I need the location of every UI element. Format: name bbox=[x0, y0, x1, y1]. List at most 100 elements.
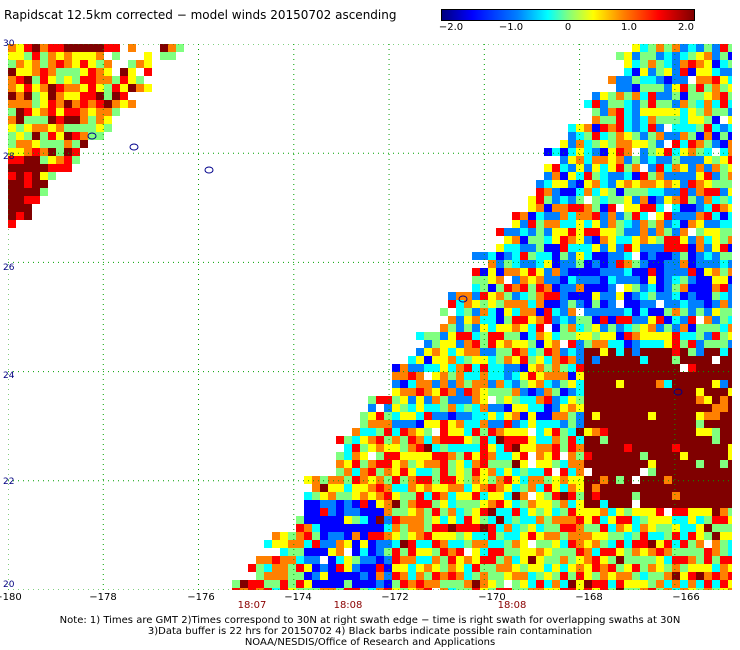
data-cell bbox=[728, 156, 732, 164]
data-cell bbox=[512, 340, 520, 348]
data-cell bbox=[496, 452, 504, 460]
data-cell bbox=[448, 300, 456, 308]
data-cell bbox=[456, 484, 464, 492]
data-cell bbox=[520, 380, 528, 388]
data-cell bbox=[608, 548, 616, 556]
data-cell bbox=[560, 188, 568, 196]
data-cell bbox=[576, 388, 584, 396]
data-cell bbox=[552, 236, 560, 244]
data-cell bbox=[392, 476, 400, 484]
data-cell bbox=[536, 276, 544, 284]
data-cell bbox=[416, 396, 424, 404]
data-cell bbox=[600, 396, 608, 404]
data-cell bbox=[672, 100, 680, 108]
data-cell bbox=[536, 500, 544, 508]
data-cell bbox=[400, 484, 408, 492]
data-cell bbox=[624, 52, 632, 60]
data-cell bbox=[672, 492, 680, 500]
data-cell bbox=[728, 300, 732, 308]
data-cell bbox=[280, 540, 288, 548]
data-cell bbox=[720, 556, 728, 564]
data-cell bbox=[720, 108, 728, 116]
data-cell bbox=[664, 468, 672, 476]
data-cell bbox=[600, 428, 608, 436]
data-cell bbox=[688, 412, 696, 420]
data-cell bbox=[568, 580, 576, 588]
data-cell bbox=[528, 548, 536, 556]
data-cell bbox=[96, 52, 104, 60]
data-cell bbox=[552, 548, 560, 556]
data-cell bbox=[416, 564, 424, 572]
data-cell bbox=[104, 44, 112, 52]
data-cell bbox=[80, 140, 88, 148]
data-cell bbox=[728, 268, 732, 276]
data-cell bbox=[528, 524, 536, 532]
data-cell bbox=[664, 476, 672, 484]
data-cell bbox=[664, 364, 672, 372]
data-cell bbox=[664, 284, 672, 292]
data-cell bbox=[664, 404, 672, 412]
data-cell bbox=[528, 252, 536, 260]
data-cell bbox=[560, 372, 568, 380]
data-cell bbox=[496, 572, 504, 580]
data-cell bbox=[680, 308, 688, 316]
data-cell bbox=[32, 140, 40, 148]
data-cell bbox=[624, 228, 632, 236]
data-cell bbox=[496, 484, 504, 492]
data-cell bbox=[720, 388, 728, 396]
data-cell bbox=[72, 140, 80, 148]
data-cell bbox=[688, 340, 696, 348]
data-cell bbox=[712, 388, 720, 396]
data-cell bbox=[704, 372, 712, 380]
data-cell bbox=[560, 140, 568, 148]
data-cell bbox=[640, 68, 648, 76]
data-cell bbox=[600, 588, 608, 590]
data-cell bbox=[424, 444, 432, 452]
data-cell bbox=[696, 276, 704, 284]
data-cell bbox=[568, 276, 576, 284]
data-cell bbox=[496, 308, 504, 316]
data-cell bbox=[624, 236, 632, 244]
data-cell bbox=[448, 348, 456, 356]
data-cell bbox=[616, 548, 624, 556]
data-cell bbox=[32, 180, 40, 188]
data-cell bbox=[384, 436, 392, 444]
lon-label: −166 bbox=[672, 592, 700, 603]
data-cell bbox=[616, 84, 624, 92]
data-cell bbox=[360, 516, 368, 524]
data-cell bbox=[96, 124, 104, 132]
data-cell bbox=[720, 92, 728, 100]
data-cell bbox=[648, 420, 656, 428]
data-cell bbox=[688, 308, 696, 316]
data-cell bbox=[720, 180, 728, 188]
data-cell bbox=[440, 356, 448, 364]
data-cell bbox=[608, 252, 616, 260]
data-cell bbox=[664, 340, 672, 348]
data-cell bbox=[472, 500, 480, 508]
data-cell bbox=[104, 124, 112, 132]
data-cell bbox=[440, 444, 448, 452]
data-cell bbox=[432, 516, 440, 524]
data-cell bbox=[496, 316, 504, 324]
data-cell bbox=[720, 332, 728, 340]
data-cell bbox=[704, 588, 712, 590]
data-cell bbox=[536, 308, 544, 316]
data-cell bbox=[256, 564, 264, 572]
data-cell bbox=[520, 444, 528, 452]
data-cell bbox=[648, 516, 656, 524]
data-cell bbox=[120, 84, 128, 92]
data-cell bbox=[624, 356, 632, 364]
data-cell bbox=[544, 300, 552, 308]
data-cell bbox=[688, 332, 696, 340]
data-cell bbox=[472, 372, 480, 380]
data-cell bbox=[560, 284, 568, 292]
data-cell bbox=[584, 284, 592, 292]
data-cell bbox=[296, 548, 304, 556]
data-cell bbox=[424, 452, 432, 460]
data-cell bbox=[336, 508, 344, 516]
data-cell bbox=[672, 148, 680, 156]
data-cell bbox=[672, 356, 680, 364]
data-cell bbox=[480, 452, 488, 460]
data-cell bbox=[32, 124, 40, 132]
data-cell bbox=[624, 276, 632, 284]
